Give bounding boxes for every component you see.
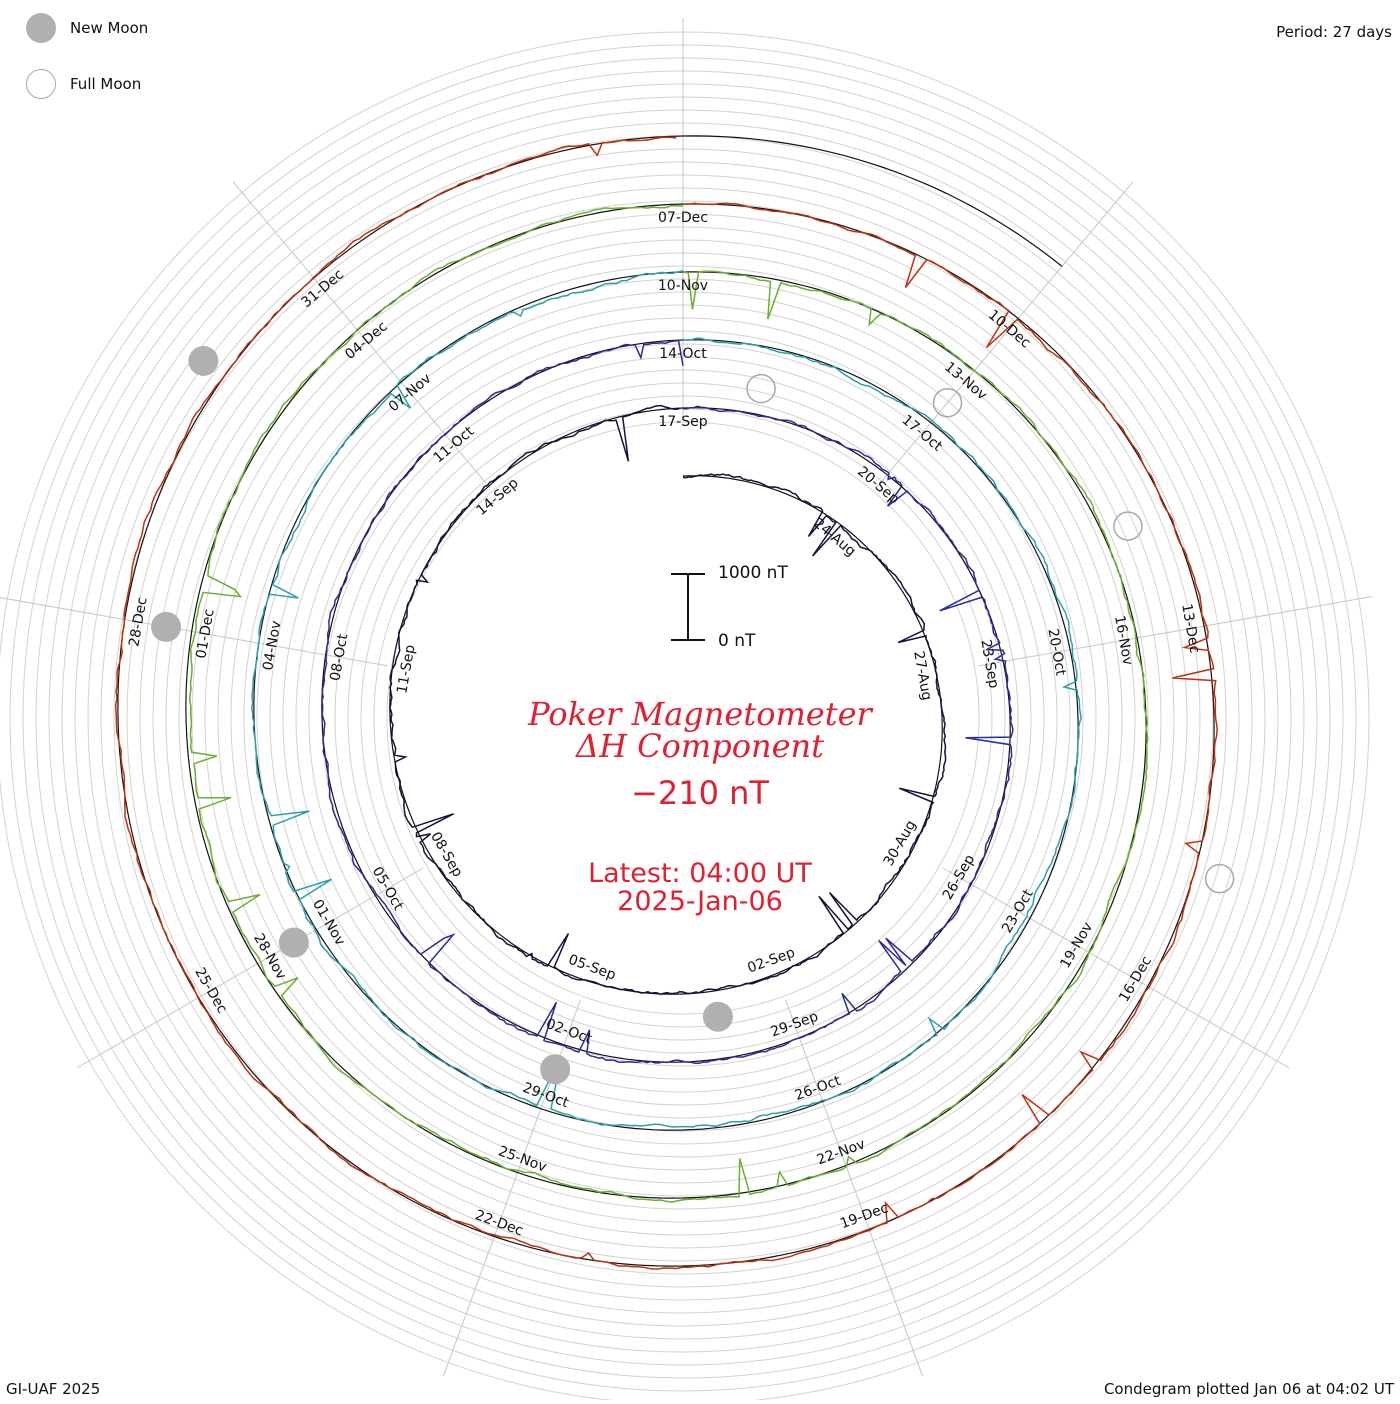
grid-ring	[386, 421, 980, 1015]
chart-title-line2: ΔH Component	[575, 727, 825, 765]
date-label: 02-Sep	[745, 945, 797, 977]
date-label: 19-Dec	[838, 1200, 890, 1232]
period-label: Period: 27 days	[1276, 23, 1392, 41]
trace-series-1	[389, 404, 947, 996]
new-moon-marker	[188, 345, 219, 376]
legend-full-moon: Full Moon	[26, 69, 141, 99]
new-moon-marker	[702, 1001, 733, 1032]
date-label: 04-Nov	[260, 619, 284, 671]
grid-spoke	[942, 867, 1290, 1069]
new-moon-marker	[540, 1054, 571, 1085]
date-label: 23-Sep	[977, 638, 1001, 689]
date-label: 11-Oct	[431, 423, 478, 466]
latest-block: Latest: 04:00 UT 2025-Jan-06	[0, 860, 1400, 916]
full-moon-marker	[932, 387, 963, 418]
grid-spoke	[785, 999, 923, 1376]
trace-series-3	[251, 270, 1082, 1128]
scale-bar-top-label: 1000 nT	[718, 563, 788, 583]
date-label: 31-Dec	[298, 267, 347, 311]
date-label: 29-Oct	[521, 1080, 572, 1111]
full-moon-icon	[26, 69, 56, 99]
legend-new-moon-label: New Moon	[70, 19, 149, 37]
chart-title-line1: Poker Magnetometer	[528, 695, 872, 733]
date-label: 17-Sep	[658, 414, 707, 430]
trace-series-2	[321, 339, 1014, 1064]
new-moon-icon	[26, 13, 56, 43]
moon-markers	[151, 345, 1235, 1085]
grid-spoke	[76, 867, 424, 1069]
date-label: 26-Oct	[793, 1073, 844, 1104]
date-label: 07-Dec	[658, 210, 708, 226]
date-label: 14-Oct	[659, 346, 707, 362]
trace-series-4	[189, 205, 1149, 1203]
full-moon-marker	[1113, 511, 1143, 541]
date-label: 22-Dec	[473, 1207, 525, 1239]
full-moon-marker	[1204, 863, 1235, 894]
full-moon-marker	[746, 373, 776, 404]
spiral-baseline	[117, 135, 1215, 1267]
date-label: 14-Sep	[474, 475, 522, 519]
latest-date: 2025-Jan-06	[617, 886, 783, 917]
date-label: 19-Nov	[1057, 920, 1096, 971]
date-label: 29-Sep	[769, 1009, 821, 1041]
spiral-baseline-path	[117, 135, 1215, 1267]
new-moon-marker	[278, 927, 309, 958]
date-label: 20-Oct	[1044, 627, 1068, 677]
latest-time: Latest: 04:00 UT	[588, 858, 812, 889]
date-label: 10-Nov	[658, 278, 708, 294]
scale-bar-bottom-label: 0 nT	[718, 631, 756, 651]
grid-spoke	[875, 181, 1134, 489]
date-label: 28-Dec	[126, 596, 150, 648]
new-moon-marker	[151, 611, 182, 642]
legend-full-moon-label: Full Moon	[70, 75, 142, 93]
trace-series-5	[114, 136, 1218, 1270]
grid-spoke	[0, 597, 388, 667]
grid-spoke	[232, 181, 491, 489]
date-label: 25-Dec	[191, 965, 230, 1016]
footer-credit: GI-UAF 2025	[6, 1380, 101, 1398]
magnetometer-traces	[114, 136, 1218, 1270]
chart-title: Poker Magnetometer ΔH Component	[0, 698, 1400, 762]
date-label: 25-Nov	[496, 1143, 549, 1175]
scale-bar	[671, 573, 705, 641]
date-label: 11-Sep	[394, 643, 418, 694]
legend-new-moon: New Moon	[26, 13, 148, 43]
current-value: −210 nT	[631, 774, 769, 812]
date-label: 20-Sep	[854, 464, 902, 508]
date-label: 27-Aug	[910, 650, 934, 702]
grid-spoke	[978, 595, 1373, 667]
footer-plotted: Condegram plotted Jan 06 at 04:02 UT	[1103, 1380, 1394, 1398]
